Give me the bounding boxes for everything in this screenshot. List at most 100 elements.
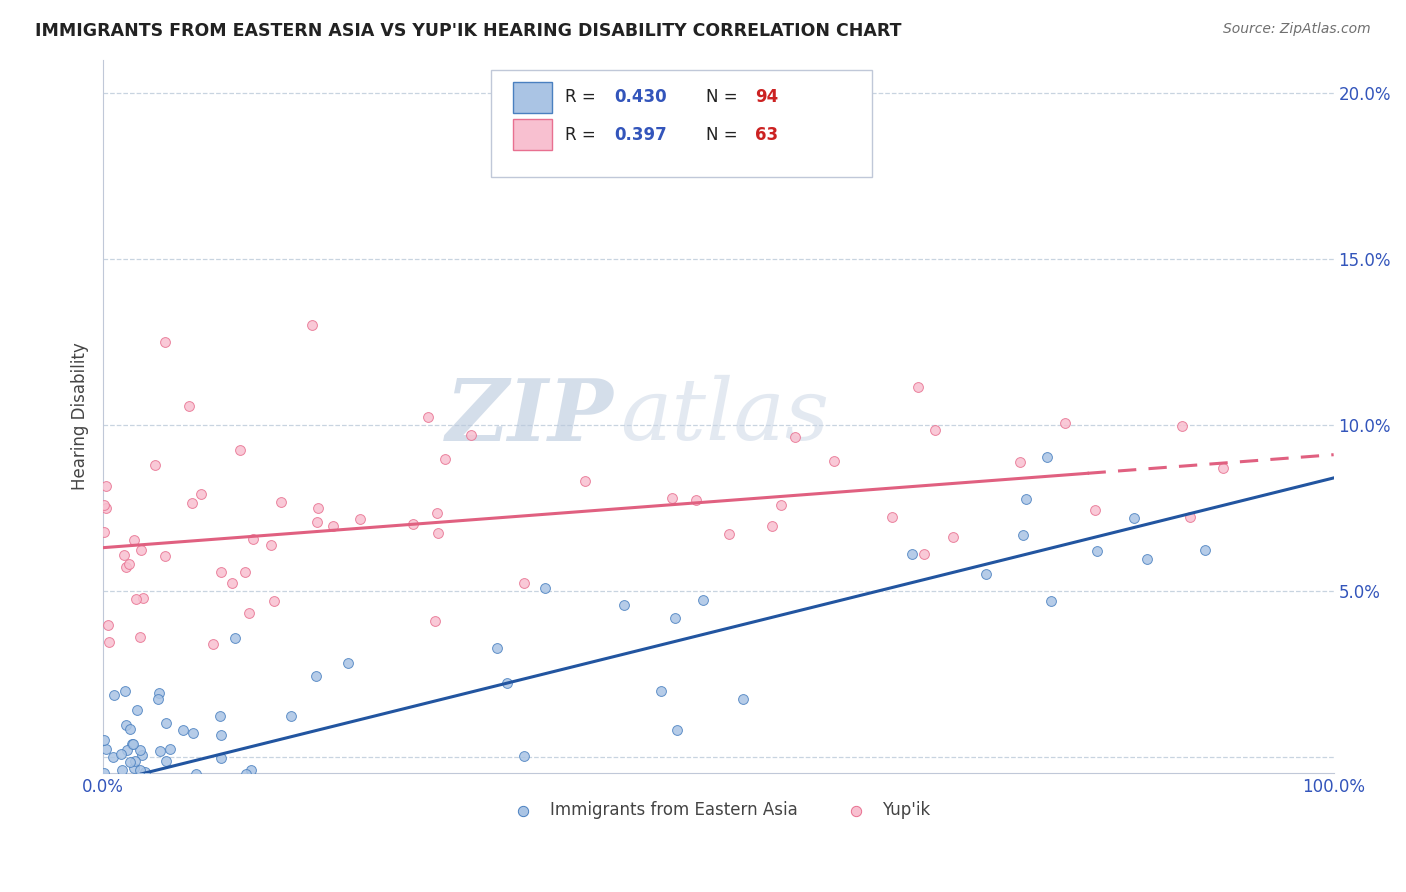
Point [117,557,139,571]
Point [129,789,152,804]
Point [111,763,134,777]
Point [145,782,167,797]
Text: R =: R = [565,88,600,106]
Point [495,675,517,690]
Point [97,635,120,649]
Point [134,764,156,779]
Point [184,767,207,781]
Point [94,789,117,804]
Point [880,510,903,524]
Point [120,756,142,770]
Point [224,631,246,645]
Point [180,496,202,510]
Text: 0.430: 0.430 [614,88,666,106]
Point [692,592,714,607]
Text: 63: 63 [755,126,779,144]
Point [94,479,117,493]
Point [305,669,328,683]
Text: IMMIGRANTS FROM EASTERN ASIA VS YUP'IK HEARING DISABILITY CORRELATION CHART: IMMIGRANTS FROM EASTERN ASIA VS YUP'IK H… [35,22,901,40]
Point [105,789,128,804]
Point [104,789,127,804]
Point [209,751,232,765]
Point [717,527,740,541]
Text: atlas: atlas [620,376,830,458]
Point [783,430,806,444]
Point [108,772,131,787]
Point [105,789,128,804]
Point [115,789,138,804]
Point [177,399,200,413]
Point [93,498,115,512]
Point [298,789,321,804]
Point [153,549,176,563]
Point [155,716,177,731]
Point [114,718,136,732]
Text: N =: N = [706,88,742,106]
Text: R =: R = [565,126,600,144]
Point [108,789,131,804]
Point [128,785,150,799]
Point [239,764,262,778]
Text: 0.397: 0.397 [614,126,666,144]
Text: ZIP: ZIP [446,375,614,458]
Point [101,749,124,764]
Point [121,772,143,786]
Point [128,743,150,757]
FancyBboxPatch shape [491,70,872,178]
Point [425,614,447,628]
Point [122,737,145,751]
Point [221,576,243,591]
Point [433,451,456,466]
Point [97,618,120,632]
Point [98,789,121,804]
Point [1171,419,1194,434]
Point [107,788,129,802]
Point [118,773,141,788]
Point [136,789,159,804]
Point [257,789,280,804]
Text: Source: ZipAtlas.com: Source: ZipAtlas.com [1223,22,1371,37]
Point [486,640,509,655]
Point [336,656,359,670]
Point [229,442,252,457]
Point [901,547,924,561]
Point [127,778,149,792]
Point [93,765,115,780]
Point [142,789,165,804]
Point [121,737,143,751]
Point [172,723,194,738]
Point [1053,416,1076,430]
Point [115,743,138,757]
Point [125,789,148,804]
Point [233,566,256,580]
Point [1040,594,1063,608]
Point [122,761,145,775]
Point [301,318,323,333]
Point [118,789,141,804]
Point [114,684,136,698]
Point [513,576,536,591]
Point [165,789,187,804]
Point [513,749,536,764]
Point [322,519,344,533]
Point [150,789,173,804]
Point [93,525,115,540]
Point [907,380,929,394]
Point [115,785,138,799]
Point [349,512,371,526]
Point [136,782,159,797]
Point [242,533,264,547]
Point [574,474,596,488]
Point [307,515,329,529]
Point [238,606,260,620]
Point [733,692,755,706]
Point [202,637,225,651]
Point [159,742,181,756]
Point [120,722,142,736]
Point [115,559,138,574]
Point [280,709,302,723]
Point [153,334,176,349]
Point [209,728,232,742]
Point [96,500,118,515]
Point [124,754,146,768]
